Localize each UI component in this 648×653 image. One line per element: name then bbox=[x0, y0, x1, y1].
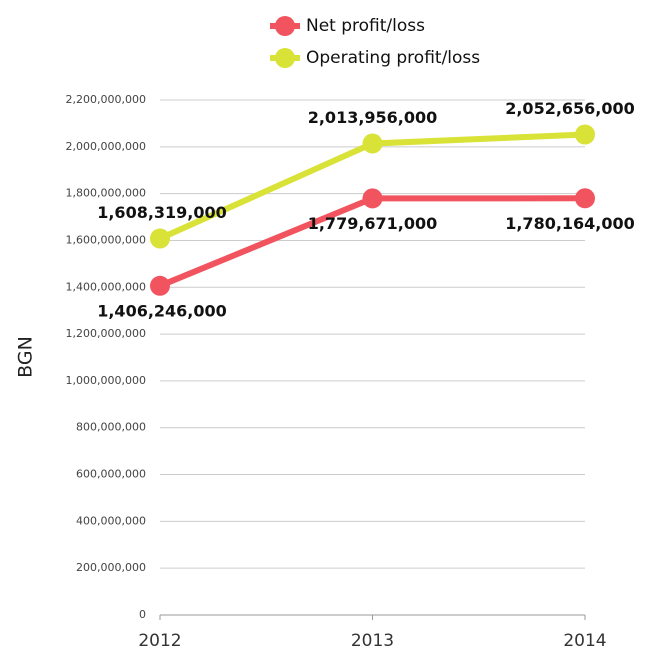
legend-swatch bbox=[275, 48, 295, 68]
legend-swatch bbox=[275, 16, 295, 36]
legend-label: Operating profit/loss bbox=[306, 48, 480, 68]
data-label: 2,013,956,000 bbox=[308, 108, 438, 127]
y-tick-label: 400,000,000 bbox=[76, 514, 146, 527]
y-tick-label: 1,400,000,000 bbox=[66, 280, 146, 293]
data-label: 1,608,319,000 bbox=[97, 203, 227, 222]
point bbox=[150, 228, 170, 249]
y-axis-label: BGN bbox=[15, 336, 37, 378]
point bbox=[362, 188, 383, 209]
x-tick-label: 2012 bbox=[138, 631, 181, 651]
data-label: 1,780,164,000 bbox=[505, 214, 635, 233]
point bbox=[575, 188, 595, 209]
y-tick-label: 600,000,000 bbox=[76, 468, 146, 481]
data-label: 2,052,656,000 bbox=[505, 99, 635, 118]
y-tick-label: 0 bbox=[139, 608, 146, 621]
x-tick-label: 2013 bbox=[351, 631, 394, 651]
point bbox=[362, 133, 383, 154]
y-tick-label: 1,800,000,000 bbox=[66, 187, 146, 200]
data-label: 1,406,246,000 bbox=[97, 301, 227, 320]
y-tick-label: 800,000,000 bbox=[76, 421, 146, 434]
x-tick-label: 2014 bbox=[563, 631, 606, 651]
y-tick-label: 1,200,000,000 bbox=[66, 327, 146, 340]
y-tick-label: 1,600,000,000 bbox=[66, 233, 146, 246]
y-tick-label: 1,000,000,000 bbox=[66, 374, 146, 387]
y-tick-label: 2,000,000,000 bbox=[66, 140, 146, 153]
y-tick-label: 2,200,000,000 bbox=[66, 93, 146, 106]
point bbox=[150, 275, 170, 296]
y-tick-label: 200,000,000 bbox=[76, 561, 146, 574]
legend-label: Net profit/loss bbox=[306, 16, 425, 36]
point bbox=[575, 124, 595, 145]
data-label: 1,779,671,000 bbox=[308, 214, 438, 233]
